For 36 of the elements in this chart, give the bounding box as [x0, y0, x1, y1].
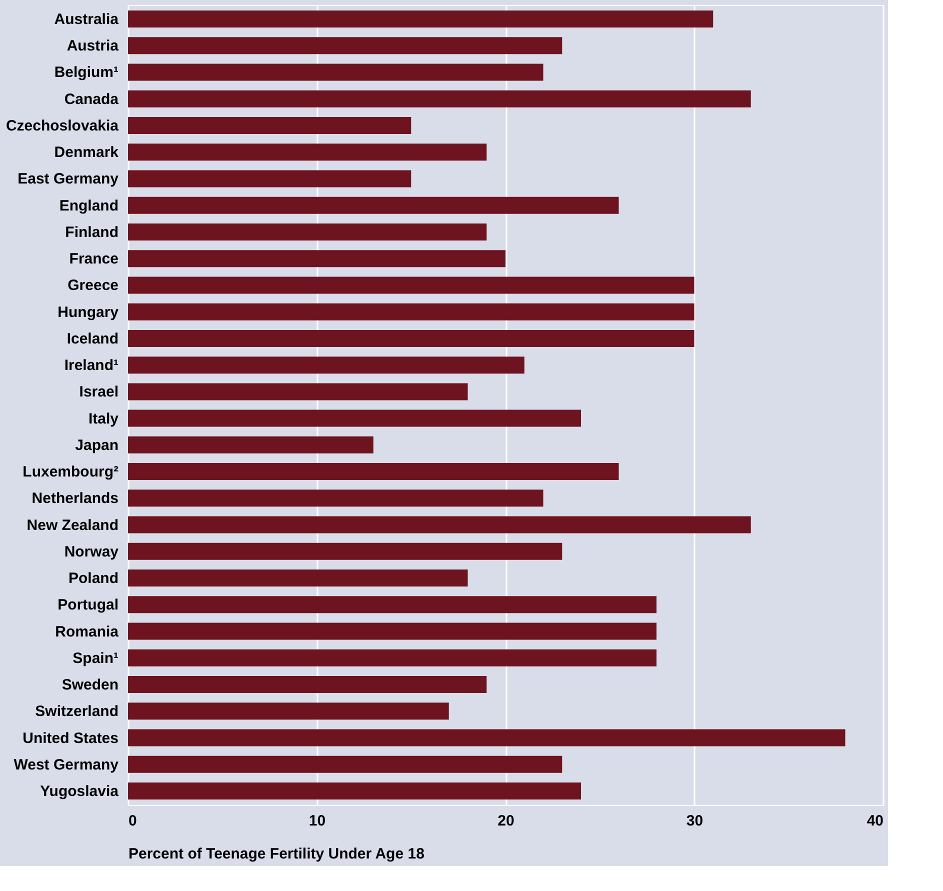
y-tick-label: Netherlands — [32, 490, 118, 508]
y-tick-label: Israel — [79, 384, 118, 401]
y-tick-label: Czechoslovakia — [6, 117, 120, 134]
y-tick-label: Romania — [55, 623, 120, 640]
y-tick-label: Switzerland — [35, 703, 118, 720]
y-tick-label: Greece — [68, 277, 118, 294]
y-tick-label: Luxembourg² — [22, 464, 118, 481]
x-tick-label: 0 — [128, 812, 137, 830]
x-axis-title: Percent of Teenage Fertility Under Age 18 — [128, 846, 424, 862]
y-tick-label: Yugoslavia — [40, 783, 120, 800]
x-tick-label: 10 — [308, 812, 326, 830]
y-tick-label: Portugal — [58, 596, 118, 614]
x-tick-label: 20 — [498, 812, 514, 830]
y-tick-label: Austria — [66, 38, 120, 55]
y-tick-label: England — [59, 197, 118, 214]
y-tick-label: Australia — [54, 10, 120, 28]
y-tick-label: Belgium¹ — [54, 64, 118, 82]
x-tick-label: 40 — [866, 812, 884, 830]
y-tick-label: Finland — [65, 224, 118, 241]
y-tick-label: France — [69, 250, 118, 268]
y-tick-label: New Zealand — [26, 516, 118, 534]
y-tick-label: Spain¹ — [72, 650, 118, 667]
y-tick-label: East Germany — [18, 170, 120, 188]
y-tick-label: West Germany — [14, 756, 120, 774]
y-tick-label: Sweden — [62, 676, 118, 694]
y-tick-label: Hungary — [58, 304, 120, 321]
y-tick-label: Iceland — [66, 330, 118, 348]
y-tick-label: Denmark — [54, 144, 120, 162]
y-tick-label: Japan — [75, 436, 118, 454]
y-tick-label: Ireland¹ — [64, 357, 118, 374]
y-tick-label: Canada — [64, 90, 120, 108]
y-tick-label: Norway — [64, 543, 120, 560]
x-tick-label: 30 — [686, 812, 704, 830]
y-tick-label: United States — [22, 730, 118, 747]
y-tick-label: Poland — [68, 570, 118, 588]
y-tick-label: Italy — [88, 410, 120, 428]
